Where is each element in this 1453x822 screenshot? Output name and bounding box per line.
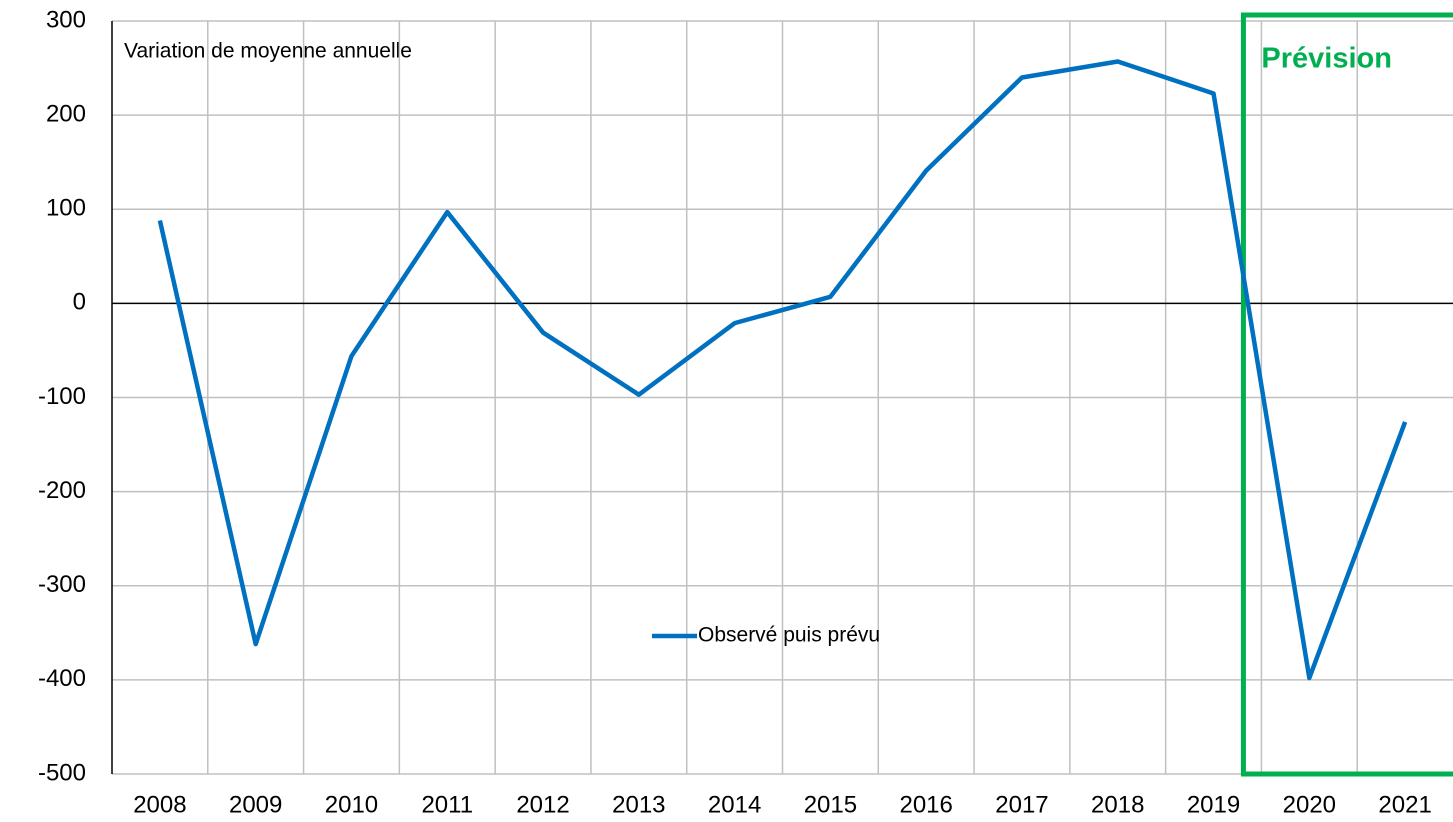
y-tick-label: 100 (46, 195, 86, 222)
x-tick-label: 2016 (899, 791, 952, 818)
y-tick-label: -400 (38, 665, 86, 692)
legend-label: Observé puis prévu (698, 624, 880, 647)
x-tick-label: 2012 (516, 791, 569, 818)
forecast-box (1240, 12, 1453, 777)
y-tick-label: -200 (38, 477, 86, 504)
x-tick-label: 2014 (708, 791, 761, 818)
x-tick-label: 2008 (133, 791, 186, 818)
x-tick-label: 2021 (1378, 791, 1431, 818)
x-tick-label: 2017 (995, 791, 1048, 818)
y-tick-label: -500 (38, 759, 86, 786)
x-tick-label: 2009 (229, 791, 282, 818)
x-tick-label: 2013 (612, 791, 665, 818)
y-tick-label: 300 (46, 6, 86, 33)
x-tick-label: 2015 (804, 791, 857, 818)
x-tick-label: 2018 (1091, 791, 1144, 818)
y-tick-label: 0 (73, 289, 86, 316)
x-tick-label: 2011 (421, 791, 473, 818)
data-line (157, 59, 1408, 681)
y-tick-label: 200 (46, 100, 86, 127)
x-tick-label: 2020 (1283, 791, 1336, 818)
chart-subtitle: Variation de moyenne annuelle (124, 40, 412, 63)
forecast-label: Prévision (1261, 43, 1392, 75)
x-tick-label: 2010 (325, 791, 378, 818)
x-tick-label: 2019 (1187, 791, 1240, 818)
y-tick-label: -300 (38, 571, 86, 598)
y-tick-label: -100 (38, 383, 86, 410)
